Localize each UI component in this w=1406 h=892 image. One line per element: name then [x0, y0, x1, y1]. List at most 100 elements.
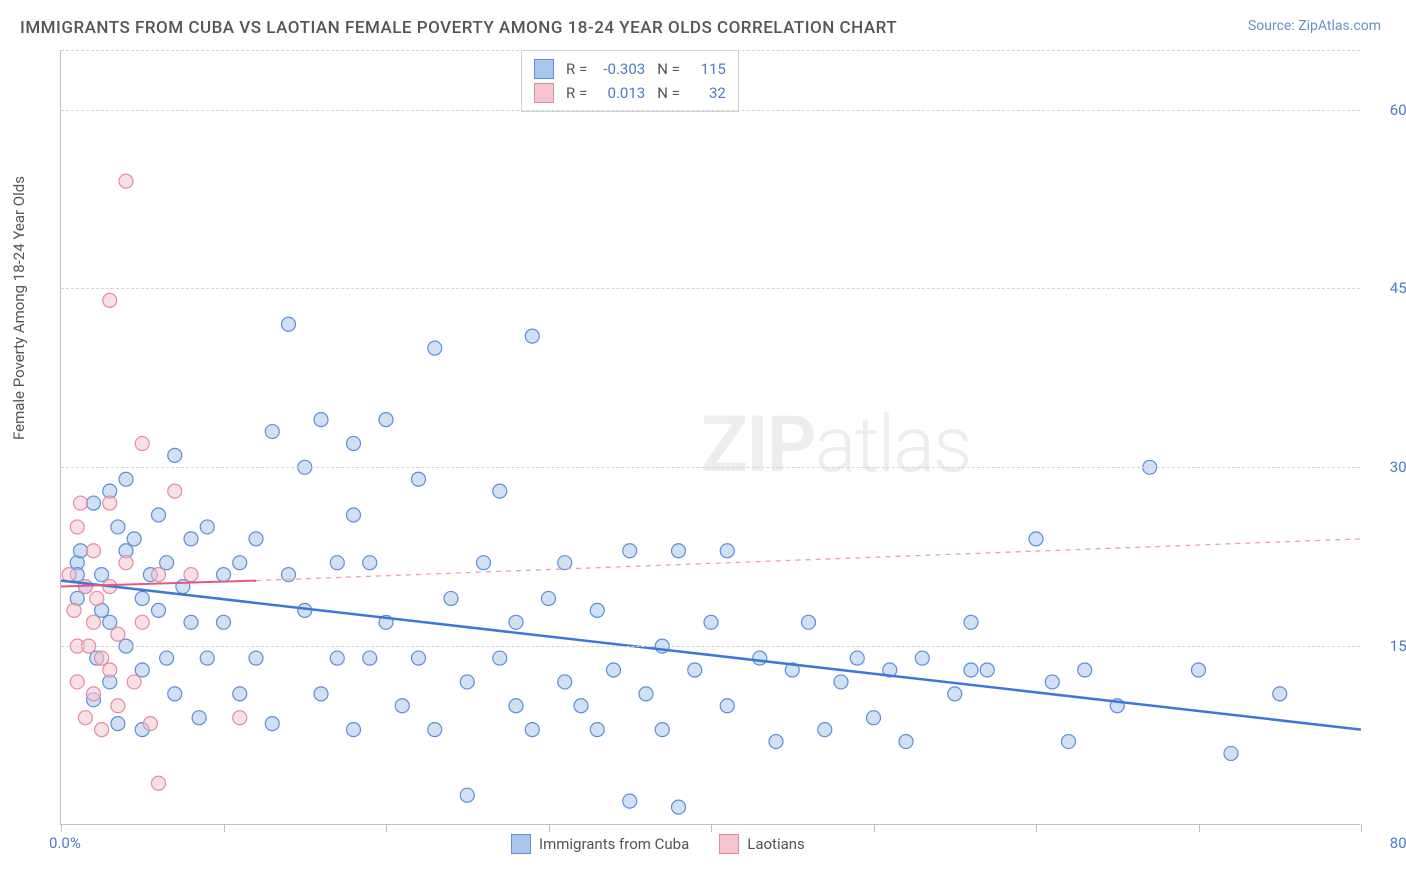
data-point: [623, 794, 637, 808]
data-point: [704, 615, 718, 629]
stats-row-laotians: R = 0.013 N = 32: [534, 81, 726, 105]
data-point: [103, 663, 117, 677]
data-point: [509, 615, 523, 629]
data-point: [233, 711, 247, 725]
data-point: [217, 568, 231, 582]
data-point: [1192, 663, 1206, 677]
data-point: [574, 699, 588, 713]
data-point: [753, 651, 767, 665]
data-point: [87, 687, 101, 701]
data-point: [590, 723, 604, 737]
chart-container: IMMIGRANTS FROM CUBA VS LAOTIAN FEMALE P…: [0, 0, 1406, 892]
gridline: [61, 467, 1360, 468]
data-point: [525, 329, 539, 343]
data-point: [980, 663, 994, 677]
data-point: [249, 532, 263, 546]
ytick-label: 45.0%: [1370, 279, 1406, 297]
data-point: [168, 484, 182, 498]
data-point: [160, 651, 174, 665]
data-point: [127, 532, 141, 546]
data-point: [78, 711, 92, 725]
scatter-svg: [61, 50, 1361, 825]
data-point: [347, 436, 361, 450]
x-origin-label: 0.0%: [49, 834, 81, 852]
data-point: [1062, 735, 1076, 749]
source-name: ZipAtlas.com: [1298, 18, 1381, 34]
data-point: [135, 663, 149, 677]
r-label: R =: [566, 57, 587, 81]
plot-area: ZIPatlas R = -0.303 N = 115 R = 0.013 N …: [60, 50, 1360, 825]
data-point: [233, 687, 247, 701]
gridline: [61, 288, 1360, 289]
data-point: [964, 615, 978, 629]
ytick-label: 15.0%: [1370, 637, 1406, 655]
legend-label-cuba: Immigrants from Cuba: [539, 835, 689, 853]
data-point: [493, 484, 507, 498]
data-point: [168, 687, 182, 701]
xtick: [61, 824, 62, 832]
data-point: [67, 603, 81, 617]
data-point: [111, 699, 125, 713]
swatch-laotians: [534, 83, 554, 103]
data-point: [135, 436, 149, 450]
r-value-laotians: 0.013: [595, 81, 645, 105]
n-label: N =: [657, 81, 680, 105]
data-point: [542, 591, 556, 605]
data-point: [184, 532, 198, 546]
data-point: [119, 556, 133, 570]
data-point: [525, 723, 539, 737]
n-value-cuba: 115: [688, 57, 726, 81]
data-point: [103, 293, 117, 307]
xtick: [386, 824, 387, 832]
data-point: [948, 687, 962, 701]
xtick: [1361, 824, 1362, 832]
data-point: [135, 591, 149, 605]
y-axis-label: Female Poverty Among 18-24 Year Olds: [10, 176, 28, 440]
bottom-legend: Immigrants from Cuba Laotians: [511, 834, 805, 854]
data-point: [509, 699, 523, 713]
legend-item-laotians: Laotians: [719, 834, 805, 854]
data-point: [395, 699, 409, 713]
xtick: [224, 824, 225, 832]
n-value-laotians: 32: [688, 81, 726, 105]
data-point: [769, 735, 783, 749]
ytick-label: 30.0%: [1370, 458, 1406, 476]
x-max-label: 80.0%: [1390, 834, 1406, 852]
gridline: [61, 50, 1360, 51]
data-point: [363, 651, 377, 665]
data-point: [460, 675, 474, 689]
swatch-laotians: [719, 834, 739, 854]
data-point: [111, 627, 125, 641]
data-point: [1078, 663, 1092, 677]
xtick: [1036, 824, 1037, 832]
data-point: [152, 568, 166, 582]
data-point: [672, 800, 686, 814]
data-point: [493, 651, 507, 665]
data-point: [87, 615, 101, 629]
swatch-cuba: [511, 834, 531, 854]
stats-row-cuba: R = -0.303 N = 115: [534, 57, 726, 81]
data-point: [720, 544, 734, 558]
data-point: [103, 496, 117, 510]
data-point: [477, 556, 491, 570]
data-point: [249, 651, 263, 665]
data-point: [152, 776, 166, 790]
data-point: [70, 520, 84, 534]
data-point: [119, 174, 133, 188]
data-point: [1273, 687, 1287, 701]
data-point: [428, 723, 442, 737]
data-point: [1029, 532, 1043, 546]
n-label: N =: [657, 57, 680, 81]
data-point: [314, 687, 328, 701]
data-point: [834, 675, 848, 689]
data-point: [192, 711, 206, 725]
data-point: [1224, 746, 1238, 760]
data-point: [111, 717, 125, 731]
ytick-label: 60.0%: [1370, 101, 1406, 119]
data-point: [802, 615, 816, 629]
data-point: [282, 317, 296, 331]
data-point: [850, 651, 864, 665]
chart-title: IMMIGRANTS FROM CUBA VS LAOTIAN FEMALE P…: [20, 18, 897, 38]
data-point: [152, 508, 166, 522]
data-point: [428, 341, 442, 355]
